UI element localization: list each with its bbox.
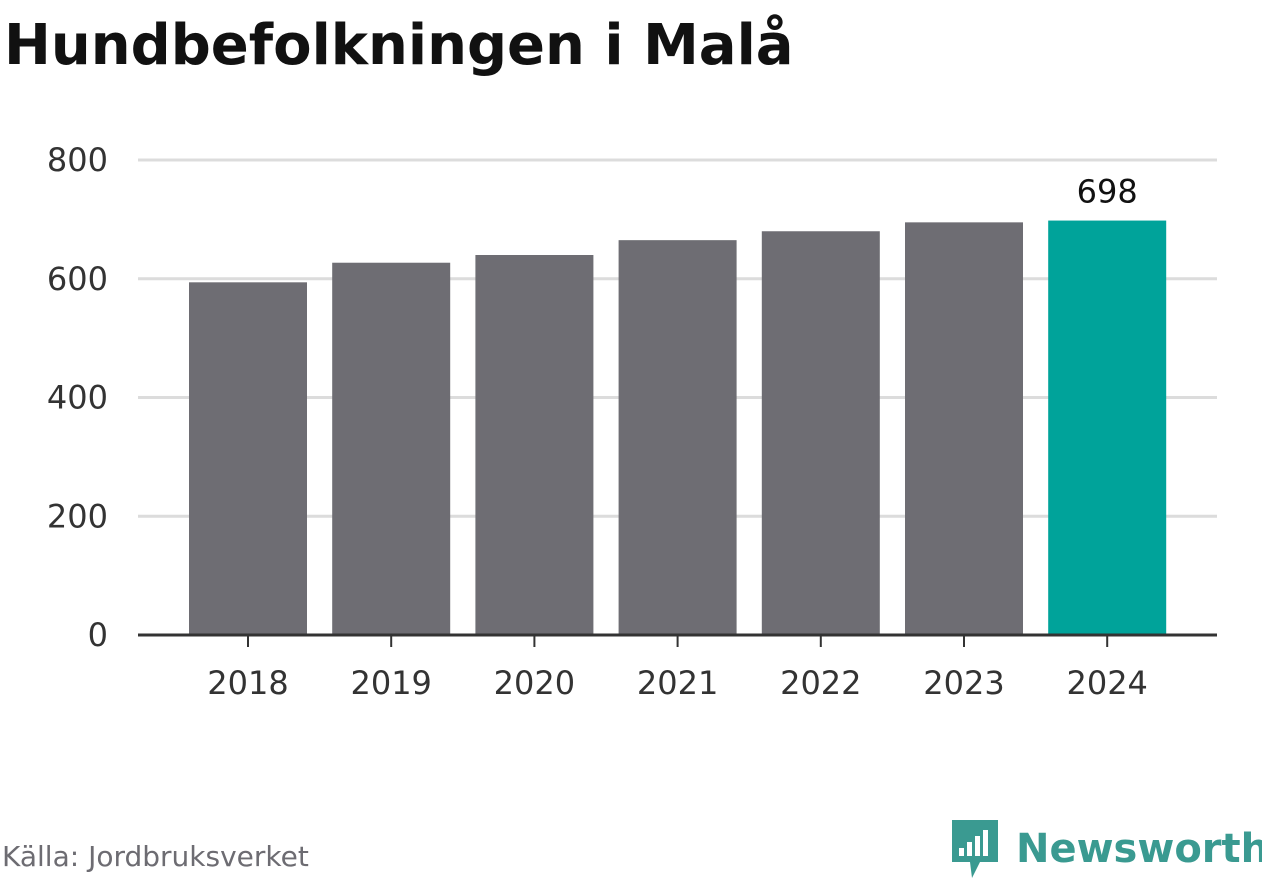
data-labels: 698 [1077, 173, 1138, 211]
y-tick-label: 200 [47, 497, 108, 535]
bar-2021 [618, 240, 737, 635]
y-tick-label: 0 [88, 616, 108, 654]
data-label-2024: 698 [1077, 173, 1138, 211]
x-tick-label: 2019 [350, 664, 431, 702]
bar-2024 [1048, 220, 1167, 635]
source-note: Källa: Jordbruksverket [2, 840, 309, 873]
bar-2019 [332, 262, 451, 635]
brand-name: Newsworthy [1016, 826, 1262, 872]
brand-logo[interactable]: Newsworthy [950, 818, 1262, 880]
y-tick-label: 800 [47, 141, 108, 179]
bar-2023 [905, 222, 1023, 635]
bars [189, 220, 1167, 635]
x-tick-label: 2023 [923, 664, 1004, 702]
y-tick-label: 600 [47, 260, 108, 298]
bar-2020 [475, 255, 594, 635]
newsworthy-logo-icon [952, 820, 998, 878]
bar-2022 [761, 231, 880, 635]
x-tick-label: 2024 [1066, 664, 1147, 702]
y-axis-ticks: 0 200 400 600 800 [47, 141, 108, 654]
x-axis: 2018 2019 2020 2021 2022 2023 2024 [138, 633, 1217, 702]
y-tick-label: 400 [47, 379, 108, 417]
x-tick-label: 2018 [207, 664, 288, 702]
chart-title: Hundbefolkningen i Malå [4, 13, 794, 78]
x-tick-label: 2022 [780, 664, 861, 702]
bar-2018 [189, 282, 307, 635]
x-tick-label: 2021 [637, 664, 718, 702]
x-tick-label: 2020 [494, 664, 575, 702]
